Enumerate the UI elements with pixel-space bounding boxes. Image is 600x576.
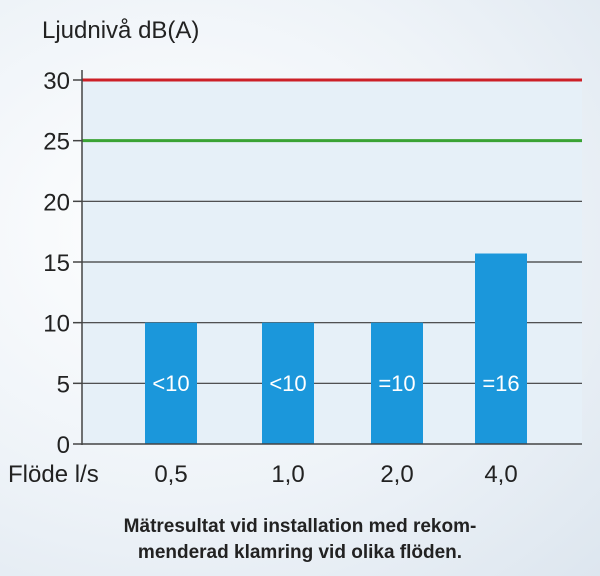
y-tick-label: 15 — [43, 250, 70, 277]
figure-caption: Mätresultat vid installation med rekom- … — [0, 514, 600, 566]
x-ticks: 0,5 1,0 2,0 4,0 — [154, 461, 517, 488]
bar-data-label: <10 — [152, 371, 189, 396]
caption-line-2: menderad klamring vid olika flöden. — [137, 542, 463, 563]
x-tick-label: 0,5 — [154, 461, 187, 488]
reference-lines — [82, 78, 582, 143]
x-tick-label: 2,0 — [380, 461, 413, 488]
y-tick-label: 10 — [43, 311, 70, 338]
bar — [262, 322, 314, 444]
y-tick-label: 5 — [57, 371, 70, 398]
bar-data-label: =16 — [482, 371, 519, 396]
y-tick-label: 25 — [43, 129, 70, 156]
bar-data-label: <10 — [269, 371, 306, 396]
y-ticks: 0 5 10 15 20 25 30 — [43, 68, 82, 459]
y-tick-label: 30 — [43, 68, 70, 95]
bars: <10 <10 =10 =16 — [145, 253, 527, 444]
y-axis-title: Ljudnivå dB(A) — [42, 17, 199, 44]
bar — [145, 322, 197, 444]
bar — [475, 253, 527, 444]
x-tick-label: 4,0 — [484, 461, 517, 488]
y-tick-label: 0 — [57, 432, 70, 459]
bar — [371, 322, 423, 444]
x-axis-title: Flöde l/s — [8, 461, 99, 488]
bar-data-label: =10 — [378, 371, 415, 396]
caption-line-1: Mätresultat vid installation med rekom- — [123, 516, 477, 537]
bar-chart: Ljudnivå dB(A) <10 <10 =10 =16 0 5 10 15 20 25 30… — [8, 17, 582, 488]
y-tick-label: 20 — [43, 189, 70, 216]
x-tick-label: 1,0 — [271, 461, 304, 488]
